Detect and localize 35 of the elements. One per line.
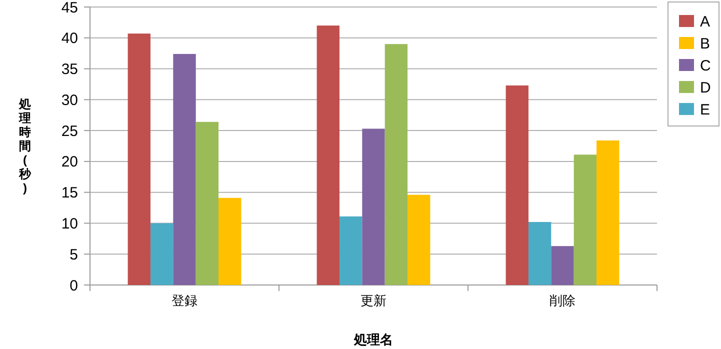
bar [408,194,430,285]
y-tick-label: 40 [61,30,78,48]
bar [574,154,597,285]
bar [173,54,196,285]
legend-label: A [700,13,710,30]
bar [150,223,174,285]
y-tick-label: 0 [70,277,78,294]
x-tick-label: 削除 [550,293,576,308]
bar [196,122,219,285]
bar [339,216,362,285]
y-tick-label: 10 [61,215,78,232]
y-tick-label: 20 [61,154,78,171]
bar [551,246,574,285]
y-axis-title: 処理時間(秒) [18,97,32,196]
y-tick-label: 5 [70,246,78,264]
legend-label: C [700,57,711,74]
legend-label: E [700,101,710,118]
bar [596,140,620,285]
bar [384,44,408,285]
bar [316,26,340,285]
y-tick-label: 35 [61,61,78,78]
bar [218,198,242,285]
x-axis-title: 処理名 [353,332,393,347]
y-tick-label: 15 [61,184,78,202]
y-tick-label: 30 [61,92,78,109]
legend-label: D [700,79,711,96]
bar [362,128,385,285]
y-tick-label: 45 [61,0,78,16]
legend-label: B [700,35,710,52]
bar [528,222,552,285]
bar [128,34,150,285]
x-tick-label: 登録 [172,293,198,308]
bar [506,85,528,285]
x-tick-label: 更新 [360,293,386,308]
y-tick-label: 25 [61,122,78,140]
